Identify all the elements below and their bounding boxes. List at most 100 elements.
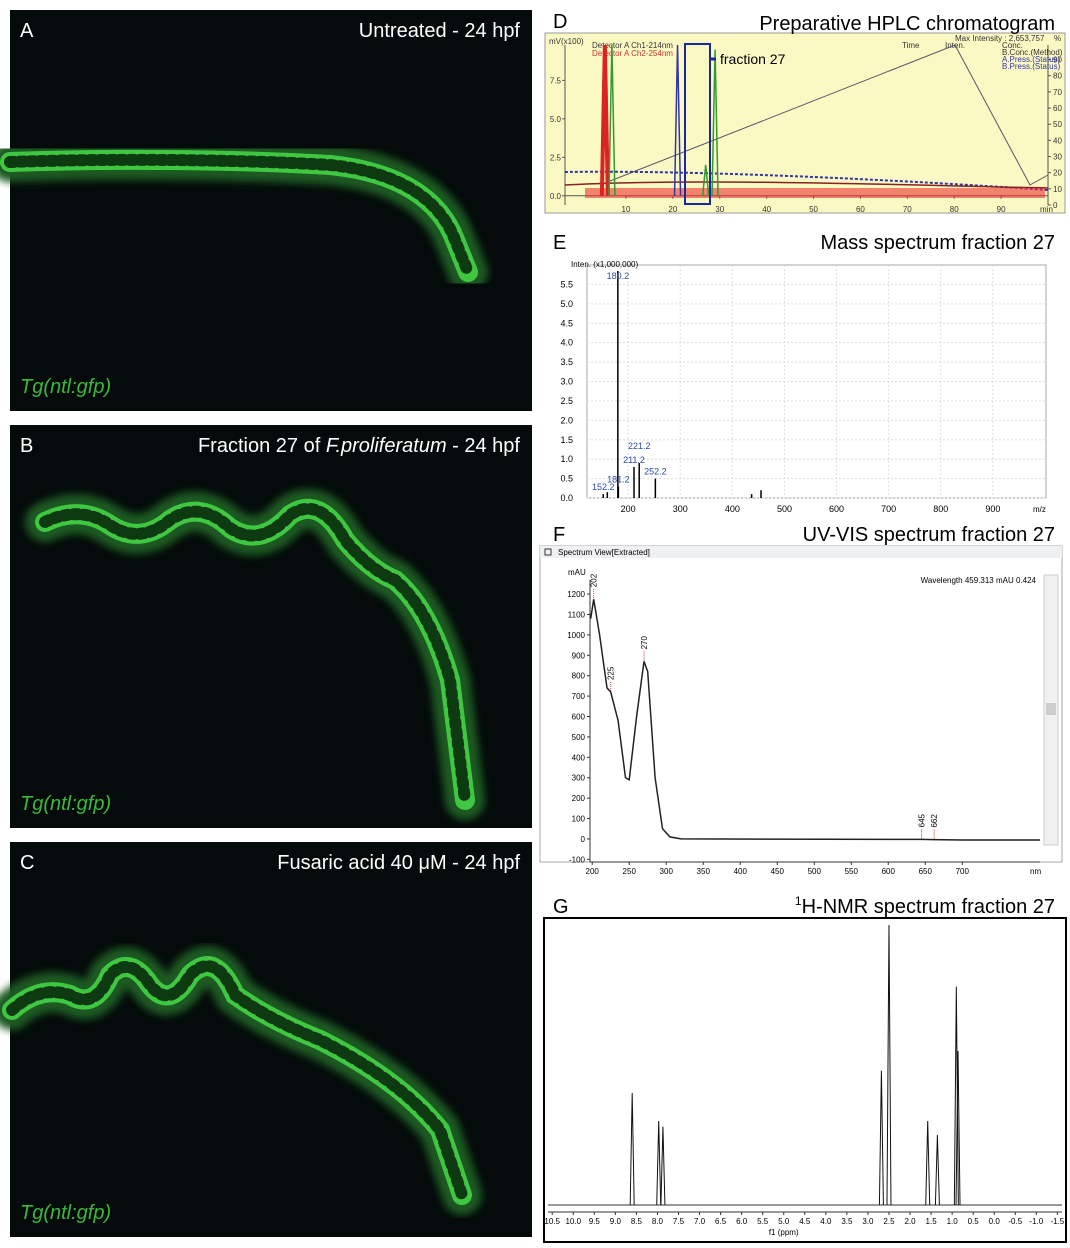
- y-tick-label: 3.0: [560, 377, 573, 387]
- x-tick-label: -1.0: [1029, 1217, 1043, 1226]
- x-tick-label: 500: [808, 867, 822, 876]
- nmr-frame: [543, 917, 1067, 1243]
- x-tick-label: 5.5: [757, 1217, 769, 1226]
- baseline: [564, 181, 1049, 189]
- y-tick-label: 400: [572, 753, 586, 762]
- panel-title: Untreated - 24 hpf: [359, 20, 521, 42]
- panel-title: Fraction 27 of F.proliferatum - 24 hpf: [198, 435, 520, 457]
- y-tick-label: 4.0: [560, 338, 573, 348]
- x-tick-label: 200: [621, 504, 636, 514]
- x-tick-label: 7.5: [673, 1217, 685, 1226]
- y-tick-label: -100: [569, 855, 586, 864]
- scrollbar-thumb: [1046, 703, 1056, 715]
- y-tick-label: 2.5: [550, 153, 562, 162]
- legend-text: B.Press.(Status): [1002, 62, 1061, 71]
- notochord-b: [25, 488, 485, 820]
- x-tick-label: 10.5: [544, 1217, 560, 1226]
- x-tick-label: 700: [956, 867, 970, 876]
- y-label: mV(x100): [549, 37, 584, 46]
- panel-title: UV-VIS spectrum fraction 27: [803, 524, 1055, 546]
- transgene-label: Tg(ntl:gfp): [20, 376, 111, 398]
- y-tick-label: 7.5: [550, 76, 562, 85]
- x-tick-label: 8.0: [652, 1217, 664, 1226]
- x-tick-label: 7.0: [694, 1217, 706, 1226]
- x-tick-label: 5.0: [778, 1217, 790, 1226]
- y-tick-label: 1.5: [560, 435, 573, 445]
- x-unit: min: [1040, 205, 1053, 214]
- y-tick-label: 3.5: [560, 357, 573, 367]
- peak: [599, 44, 610, 196]
- y2-tick-label: 30: [1053, 153, 1062, 162]
- y-tick-label: 200: [572, 794, 586, 803]
- x-tick-label: 9.5: [589, 1217, 601, 1226]
- x-tick-label: 6.5: [715, 1217, 727, 1226]
- transgene-label: Tg(ntl:gfp): [20, 1202, 111, 1224]
- y2-tick-label: 80: [1053, 72, 1062, 81]
- peak-label: 252.2: [644, 467, 667, 477]
- x-tick-label: 4.5: [799, 1217, 811, 1226]
- title-part: F.proliferatum: [326, 435, 447, 457]
- x-tick-label: 3.5: [841, 1217, 853, 1226]
- x-tick-label: 40: [762, 205, 771, 214]
- peak-label: 202: [590, 573, 599, 587]
- x-tick-label: 2.5: [883, 1217, 895, 1226]
- peak-label: 225: [607, 666, 616, 680]
- x-tick-label: 2.0: [904, 1217, 916, 1226]
- panel-title: Fusaric acid 40 μM - 24 hpf: [277, 852, 520, 874]
- y-unit: mAU: [568, 568, 586, 577]
- y-tick-label: 5.0: [560, 299, 573, 309]
- uv-window: [539, 545, 1063, 863]
- y2-tick-label: 70: [1053, 88, 1062, 97]
- x-tick-label: 90: [997, 205, 1006, 214]
- x-tick-label: 500: [777, 504, 792, 514]
- panel-letter: C: [20, 852, 34, 874]
- y-tick-label: 1200: [567, 590, 585, 599]
- panel-title: 1H-NMR spectrum fraction 27: [795, 894, 1055, 918]
- x-tick-label: 300: [660, 867, 674, 876]
- x-tick-label: 300: [673, 504, 688, 514]
- peak-label: 270: [640, 636, 649, 650]
- y2-unit: %: [1054, 34, 1061, 43]
- y-tick-label: 800: [572, 672, 586, 681]
- peak: [878, 1070, 884, 1206]
- panel-letter: G: [553, 896, 569, 918]
- y-tick-label: 1100: [568, 610, 586, 619]
- notochord-c: [0, 946, 482, 1215]
- x-tick-label: 400: [734, 867, 748, 876]
- y-label: Inten. (x1,000,000): [571, 260, 638, 269]
- y-tick-label: 4.5: [560, 318, 573, 328]
- x-tick-label: 6.0: [736, 1217, 748, 1226]
- gradient-line: [599, 44, 1049, 186]
- peak: [953, 986, 959, 1206]
- readout: Wavelength 459.313 mAU 0.424: [921, 576, 1037, 585]
- y-tick-label: 0.5: [560, 474, 573, 484]
- y2-tick-label: 90: [1053, 56, 1062, 65]
- x-tick-label: 600: [829, 504, 844, 514]
- x-tick-label: 20: [668, 205, 677, 214]
- peak: [629, 1092, 635, 1206]
- panel-letter: B: [20, 435, 33, 457]
- fraction-box: [684, 43, 711, 205]
- y-tick-label: 0.0: [550, 192, 562, 201]
- y-tick-label: 0.0: [560, 493, 573, 503]
- legend-text: Max Intensity : 2,653,757: [955, 34, 1045, 43]
- uv-window-bar: [540, 546, 1062, 558]
- x-tick-label: 10.0: [565, 1217, 581, 1226]
- x-tick-label: 50: [809, 205, 818, 214]
- x-tick-label: 1.5: [926, 1217, 938, 1226]
- x-unit: nm: [1030, 867, 1041, 876]
- x-tick-label: 0.0: [989, 1217, 1001, 1226]
- title-sup: 1: [795, 894, 802, 908]
- y-tick-label: 5.5: [560, 279, 573, 289]
- peak: [955, 1050, 961, 1206]
- peak: [660, 1126, 666, 1206]
- x-tick-label: 650: [919, 867, 933, 876]
- x-tick-label: 80: [950, 205, 959, 214]
- y-tick-label: 1.0: [560, 454, 573, 464]
- y-tick-label: 1000: [567, 631, 585, 640]
- x-tick-label: 400: [725, 504, 740, 514]
- transgene-label: Tg(ntl:gfp): [20, 793, 111, 815]
- y2-tick-label: 10: [1053, 185, 1062, 194]
- y-tick-label: 2.0: [560, 415, 573, 425]
